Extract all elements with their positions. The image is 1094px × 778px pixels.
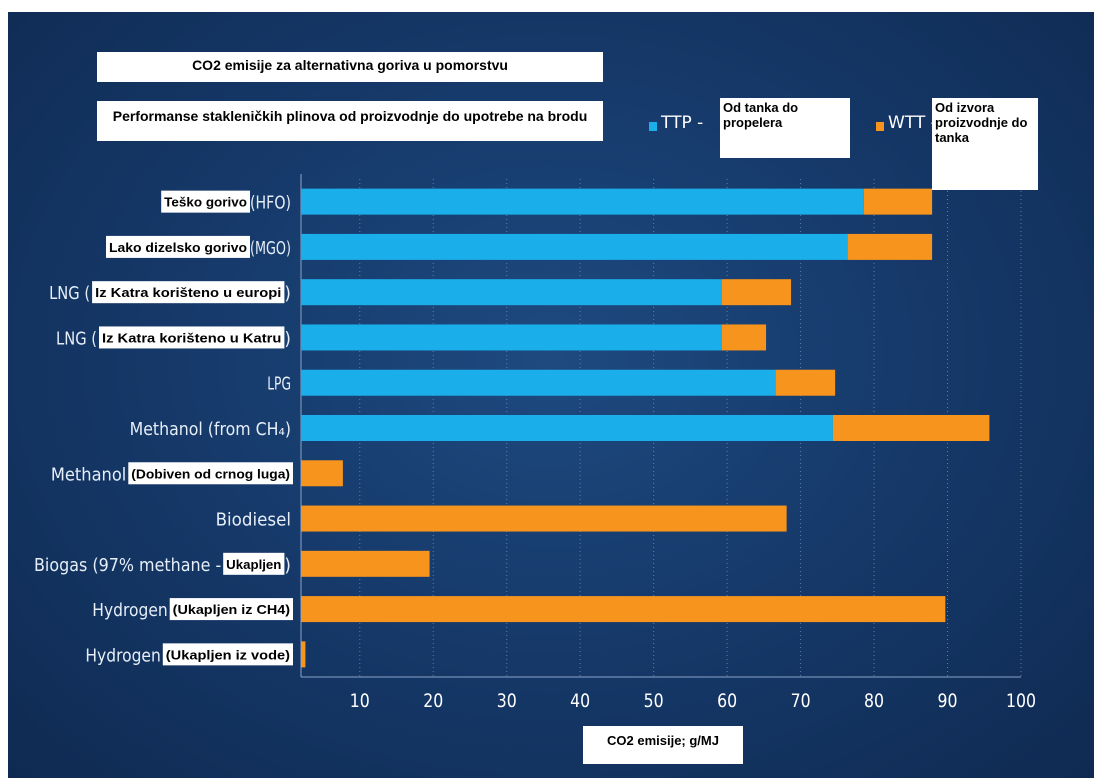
bar-wtt [301,460,343,487]
category-label-box [223,552,285,575]
bar-wtt [301,505,787,532]
bar-wtt [301,641,306,668]
category-label-text: Biogas (97% methane - [34,555,221,576]
category-label-box [162,643,293,666]
x-tick-label: 80 [864,690,884,712]
chart-plot: 10 20 30 40 50 60 70 80 90 100 Teško gorivo (HFO) La… [34,174,1036,712]
legend-swatch-ttp [649,122,657,131]
bar-ttp [301,324,722,351]
category-label-text: (MGO) [250,238,291,259]
category-label-box [169,598,293,621]
category-label-text: ) [284,328,291,349]
chart-canvas: 10 20 30 40 50 60 70 80 90 100 Teško gorivo (HFO) La… [8,12,1094,778]
x-tick-label: 70 [791,690,811,712]
bar-ttp [301,279,722,306]
category-label-box [106,235,250,258]
bar-wtt [775,369,836,396]
x-tick-label: 30 [497,690,517,712]
category-label-text: Iz Katra korišteno u Katru [102,330,281,345]
x-tick-label: 10 [350,690,370,712]
chart-title: CO2 emisije za alternativna goriva u pom… [97,52,603,82]
category-label-text: Hydrogen [92,600,167,621]
bar-wtt [301,550,430,577]
bar-wtt [847,233,933,260]
category-label-box [161,190,250,213]
bar-wtt [863,188,933,215]
chart-subtitle: Performanse stakleničkih plinova od proi… [97,101,603,141]
category-label-text: Teško gorivo [164,195,247,210]
category-label-text: Methanol [51,464,126,485]
bar-ttp [301,188,864,215]
category-label-text: LPG [267,374,291,395]
legend-label-wtt: Od izvora proizvodnje do tanka [932,98,1038,190]
x-tick-label: 100 [1006,690,1036,712]
x-axis-label: CO2 emisije; g/MJ [583,726,743,764]
x-tick-label: 20 [423,690,443,712]
category-label-text: ) [284,283,291,304]
category-label-text: LNG ( [56,328,97,349]
bar-ttp [301,233,848,260]
bar-wtt [721,324,767,351]
category-label-text: (Ukapljen iz vode) [166,647,290,662]
category-label-text: Iz Katra korišteno u europi [95,285,281,300]
category-label-text: Biodiesel [216,510,291,531]
category-label-text: Lako dizelsko gorivo [109,240,247,255]
legend-label-ttp: Od tanka do propelera [720,98,850,158]
category-label-text: Hydrogen [85,645,160,666]
category-label-box [92,281,285,304]
legend-code-ttp: TTP - [661,113,704,133]
legend-code-wtt: WTT - [888,113,937,133]
bar-wtt [832,415,990,441]
legend-swatch-wtt [876,122,884,131]
x-tick-label: 50 [644,690,664,712]
x-tick-label: 40 [570,690,590,712]
bar-ttp [301,369,776,396]
category-label-text: (Dobiven od crnog luga) [131,466,290,481]
category-label-text: LNG ( [49,283,90,304]
category-label-text: ) [284,555,291,576]
bar-wtt [301,596,946,623]
category-label-text: (HFO) [250,193,291,214]
category-label-text: (Ukapljen iz CH4) [173,602,290,617]
bar-wtt [721,279,792,306]
bar-ttp [301,415,833,441]
x-tick-label: 90 [938,690,958,712]
category-label-box [99,326,285,349]
category-label-text: Ukapljen [226,557,281,572]
category-label-box [128,462,293,485]
category-label-text: Methanol (from CH₄) [130,419,291,440]
x-tick-label: 60 [717,690,737,712]
